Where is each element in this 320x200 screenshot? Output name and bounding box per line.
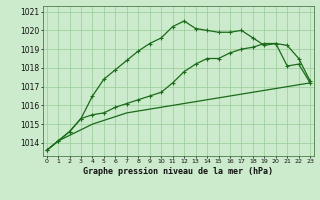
X-axis label: Graphe pression niveau de la mer (hPa): Graphe pression niveau de la mer (hPa): [84, 167, 273, 176]
